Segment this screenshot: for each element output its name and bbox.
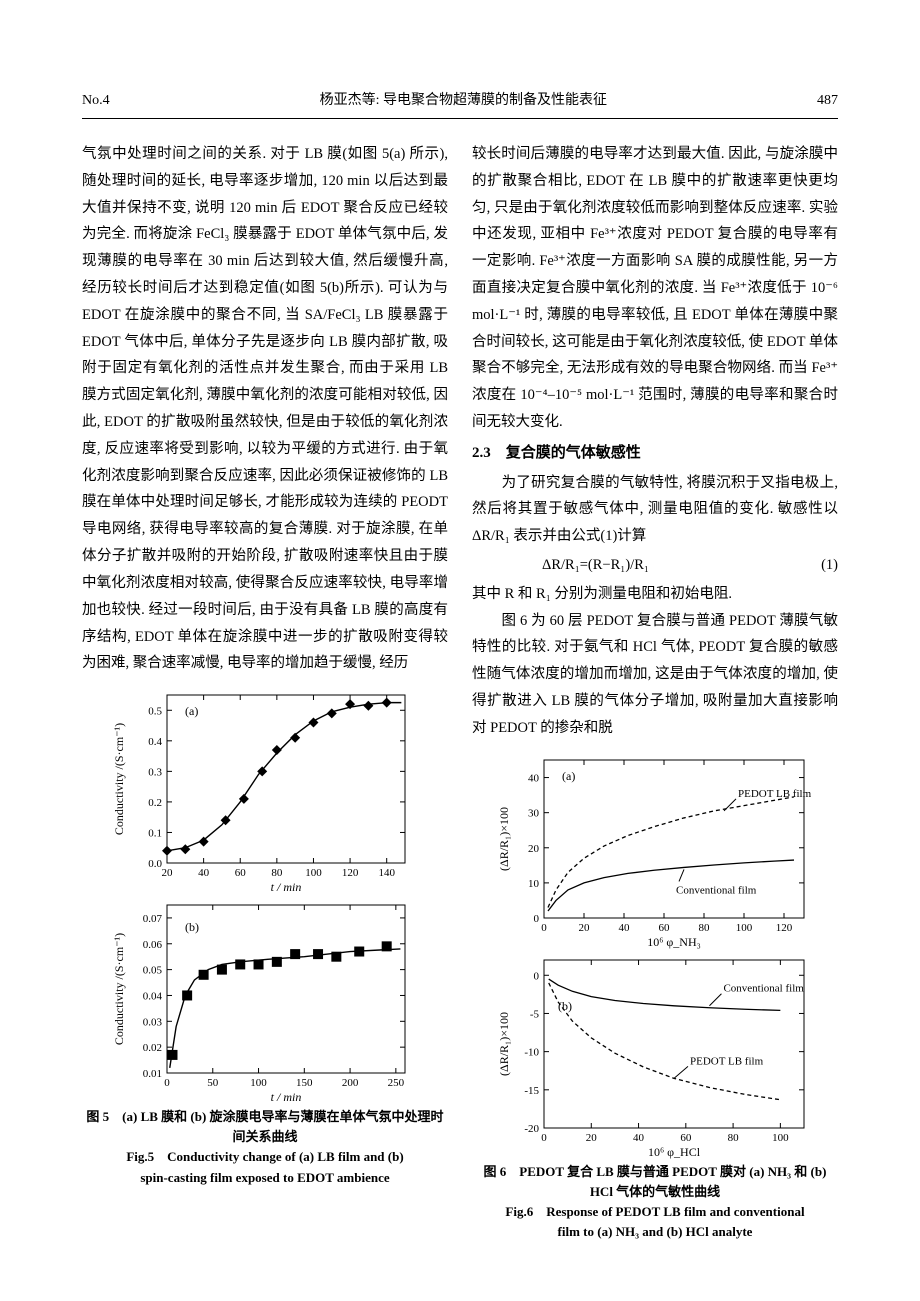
left-para: 气氛中处理时间之间的关系. 对于 LB 膜(如图 5(a) 所示), 随处理时间…	[82, 141, 448, 677]
svg-text:t / min: t / min	[271, 1090, 302, 1104]
svg-text:Conventional film: Conventional film	[676, 884, 757, 896]
svg-text:20: 20	[586, 1132, 598, 1144]
svg-text:(ΔR/R₁)×100: (ΔR/R₁)×100	[497, 807, 511, 871]
svg-text:0.1: 0.1	[148, 828, 162, 840]
page-no: 487	[817, 88, 838, 114]
svg-text:PEDOT LB film: PEDOT LB film	[738, 788, 812, 800]
section-2-3-head: 2.3 复合膜的气体敏感性	[472, 440, 838, 468]
svg-text:100: 100	[305, 867, 322, 879]
svg-text:10⁶ φ_HCl: 10⁶ φ_HCl	[648, 1145, 701, 1159]
svg-text:10⁶ φ_NH₃: 10⁶ φ_NH₃	[647, 935, 701, 949]
svg-text:100: 100	[772, 1132, 789, 1144]
svg-text:20: 20	[162, 867, 174, 879]
svg-text:120: 120	[776, 922, 793, 934]
svg-text:100: 100	[736, 922, 753, 934]
svg-text:Conventional film: Conventional film	[723, 982, 804, 994]
fig6-caption-en-1: Fig.6 Response of PEDOT LB film and conv…	[472, 1202, 838, 1222]
figure-6: 0 20 40 60 80 100 120 0 10 20 30 40 (a) PEDOT LB film…	[472, 750, 838, 1243]
svg-text:-10: -10	[524, 1046, 539, 1058]
svg-text:0.02: 0.02	[143, 1042, 162, 1054]
running-header: No.4 杨亚杰等: 导电聚合物超薄膜的制备及性能表征 487	[82, 88, 838, 114]
figure-5: 20 40 60 80 100 120 140 0.0 0.1 0.2 0.3 0.4 0.5 (a) t …	[82, 685, 448, 1188]
formula-expr: ΔR/R₁=(R−R₁)/R₁	[542, 552, 649, 579]
svg-text:-20: -20	[524, 1123, 539, 1135]
two-column-body: 气氛中处理时间之间的关系. 对于 LB 膜(如图 5(a) 所示), 随处理时间…	[82, 141, 838, 1242]
svg-text:0.04: 0.04	[143, 991, 163, 1003]
fig6-caption-cn: 图 6 PEDOT 复合 LB 膜与普通 PEDOT 膜对 (a) NH₃ 和 …	[472, 1162, 838, 1202]
svg-text:0.03: 0.03	[143, 1016, 163, 1028]
svg-text:0.01: 0.01	[143, 1068, 162, 1080]
svg-text:(b): (b)	[185, 920, 199, 934]
svg-text:60: 60	[680, 1132, 692, 1144]
svg-text:0.07: 0.07	[143, 913, 163, 925]
svg-text:40: 40	[528, 772, 540, 784]
svg-text:250: 250	[388, 1077, 405, 1089]
svg-text:80: 80	[699, 922, 711, 934]
right-para-1: 较长时间后薄膜的电导率才达到最大值. 因此, 与旋涂膜中的扩散聚合相比, EDO…	[472, 141, 838, 436]
svg-text:140: 140	[378, 867, 395, 879]
running-title: 杨亚杰等: 导电聚合物超薄膜的制备及性能表征	[320, 88, 607, 114]
fig5-caption-en-2: spin-casting film exposed to EDOT ambien…	[82, 1168, 448, 1188]
right-para-2: 为了研究复合膜的气敏特性, 将膜沉积于叉指电极上, 然后将其置于敏感气体中, 测…	[472, 470, 838, 550]
svg-text:150: 150	[296, 1077, 313, 1089]
svg-text:80: 80	[728, 1132, 740, 1144]
svg-text:0.5: 0.5	[148, 705, 162, 717]
svg-text:100: 100	[250, 1077, 267, 1089]
right-para-4: 图 6 为 60 层 PEDOT 复合膜与普通 PEDOT 薄膜气敏特性的比较.…	[472, 608, 838, 742]
right-column: 较长时间后薄膜的电导率才达到最大值. 因此, 与旋涂膜中的扩散聚合相比, EDO…	[472, 141, 838, 1242]
svg-text:PEDOT LB film: PEDOT LB film	[690, 1055, 764, 1067]
svg-text:200: 200	[342, 1077, 359, 1089]
svg-text:80: 80	[271, 867, 283, 879]
svg-text:30: 30	[528, 807, 540, 819]
svg-text:120: 120	[342, 867, 359, 879]
left-column: 气氛中处理时间之间的关系. 对于 LB 膜(如图 5(a) 所示), 随处理时间…	[82, 141, 448, 1242]
svg-text:(b): (b)	[558, 999, 572, 1013]
svg-text:Conductivity /(S·cm⁻¹): Conductivity /(S·cm⁻¹)	[112, 933, 126, 1045]
header-rule	[82, 118, 838, 119]
svg-text:10: 10	[528, 878, 540, 890]
fig5-caption: 图 5 (a) LB 膜和 (b) 旋涂膜电导率与薄膜在单体气氛中处理时间关系曲…	[82, 1107, 448, 1188]
svg-text:40: 40	[619, 922, 631, 934]
fig6-panel-b: 0 20 40 60 80 100 -20 -15 -10 -5 0 (b) Conventional …	[490, 950, 820, 1160]
svg-text:-5: -5	[530, 1008, 540, 1020]
svg-text:20: 20	[579, 922, 591, 934]
svg-text:(a): (a)	[562, 769, 575, 783]
svg-text:t / min: t / min	[271, 880, 302, 894]
svg-text:0: 0	[164, 1077, 170, 1089]
fig6-caption: 图 6 PEDOT 复合 LB 膜与普通 PEDOT 膜对 (a) NH₃ 和 …	[472, 1162, 838, 1243]
svg-text:0: 0	[541, 922, 547, 934]
fig5-caption-en-1: Fig.5 Conductivity change of (a) LB film…	[82, 1147, 448, 1167]
fig5-caption-cn: 图 5 (a) LB 膜和 (b) 旋涂膜电导率与薄膜在单体气氛中处理时间关系曲…	[82, 1107, 448, 1147]
svg-text:0.0: 0.0	[148, 858, 162, 870]
svg-text:0.05: 0.05	[143, 965, 163, 977]
svg-text:60: 60	[659, 922, 671, 934]
svg-text:0.06: 0.06	[143, 939, 163, 951]
svg-text:(a): (a)	[185, 704, 198, 718]
svg-text:60: 60	[235, 867, 247, 879]
svg-text:0: 0	[534, 913, 540, 925]
svg-text:40: 40	[633, 1132, 645, 1144]
svg-text:Conductivity /(S·cm⁻¹): Conductivity /(S·cm⁻¹)	[112, 723, 126, 835]
fig5-panel-b: 0 50 100 150 200 250 0.01 0.02 0.03 0.04 0.05 0.06 0…	[105, 895, 425, 1105]
svg-text:-15: -15	[524, 1085, 539, 1097]
svg-text:0.3: 0.3	[148, 767, 162, 779]
issue-no: No.4	[82, 88, 110, 114]
svg-text:0.2: 0.2	[148, 797, 162, 809]
svg-text:20: 20	[528, 842, 540, 854]
svg-text:0: 0	[534, 970, 540, 982]
fig5-panel-a: 20 40 60 80 100 120 140 0.0 0.1 0.2 0.3 0.4 0.5 (a) t …	[105, 685, 425, 895]
formula-no: (1)	[821, 552, 838, 579]
right-para-3: 其中 R 和 R₁ 分别为测量电阻和初始电阻.	[472, 581, 838, 608]
svg-text:50: 50	[207, 1077, 219, 1089]
svg-text:0: 0	[541, 1132, 547, 1144]
fig6-panel-a: 0 20 40 60 80 100 120 0 10 20 30 40 (a) PEDOT LB film…	[490, 750, 820, 950]
svg-text:(ΔR/R₁)×100: (ΔR/R₁)×100	[497, 1012, 511, 1076]
formula-1: ΔR/R₁=(R−R₁)/R₁ (1)	[472, 550, 838, 581]
svg-text:40: 40	[198, 867, 210, 879]
svg-text:0.4: 0.4	[148, 736, 162, 748]
fig6-caption-en-2: film to (a) NH₃ and (b) HCl analyte	[472, 1222, 838, 1242]
